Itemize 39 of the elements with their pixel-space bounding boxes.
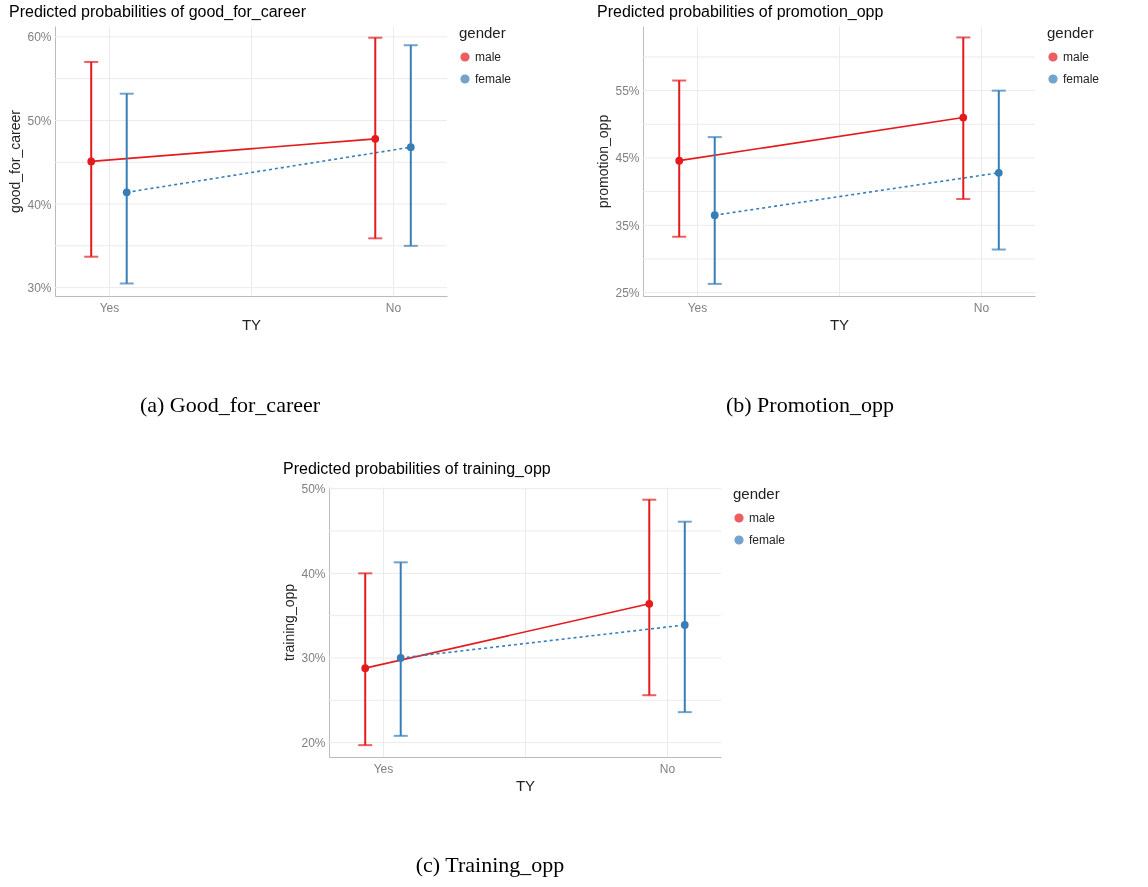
text: (c) Training_opp bbox=[414, 852, 566, 878]
y-axis-title: training_opp bbox=[281, 583, 298, 662]
x-tick-label: No bbox=[973, 300, 990, 315]
text: (a) Good_for_career bbox=[138, 392, 322, 418]
y-tick-label: 30% bbox=[301, 651, 326, 666]
y-tick-label: 50% bbox=[27, 113, 52, 128]
y-tick-label: 45% bbox=[615, 151, 640, 166]
y-tick-label: 35% bbox=[615, 218, 640, 233]
y-axis-title: good_for_career bbox=[7, 109, 24, 213]
y-tick-label: 30% bbox=[27, 281, 52, 296]
y-tick-label: 40% bbox=[27, 197, 52, 212]
legend-label: female bbox=[475, 72, 512, 86]
legend-label: male bbox=[1063, 50, 1090, 64]
legend-label: female bbox=[749, 533, 786, 547]
x-axis-title: TY bbox=[515, 776, 536, 794]
x-axis-title: TY bbox=[241, 315, 262, 333]
y-tick-label: 40% bbox=[301, 566, 326, 581]
y-tick-label: 20% bbox=[301, 736, 326, 751]
legend-title: gender bbox=[733, 485, 780, 502]
text: (b) Promotion_opp bbox=[724, 392, 896, 418]
legend-label: male bbox=[749, 511, 776, 525]
legend-label: male bbox=[475, 50, 502, 64]
x-tick-label: No bbox=[659, 761, 676, 776]
chart-title: Predicted probabilities of good_for_career bbox=[8, 3, 307, 21]
x-axis-title: TY bbox=[829, 315, 850, 333]
y-tick-label: 60% bbox=[27, 30, 52, 45]
y-tick-label: 50% bbox=[301, 482, 326, 497]
y-axis-title: promotion_opp bbox=[595, 114, 612, 209]
chart-title: Predicted probabilities of promotion_opp bbox=[596, 3, 884, 21]
x-tick-label: Yes bbox=[373, 761, 394, 776]
y-tick-label: 25% bbox=[615, 286, 640, 301]
legend-title: gender bbox=[1047, 24, 1094, 41]
y-tick-label: 55% bbox=[615, 84, 640, 99]
chart-title: Predicted probabilities of training_opp bbox=[282, 459, 551, 478]
x-tick-label: No bbox=[385, 300, 402, 315]
x-tick-label: Yes bbox=[687, 300, 708, 315]
legend-label: female bbox=[1063, 72, 1100, 86]
legend-title: gender bbox=[459, 24, 506, 41]
x-tick-label: Yes bbox=[99, 300, 120, 315]
